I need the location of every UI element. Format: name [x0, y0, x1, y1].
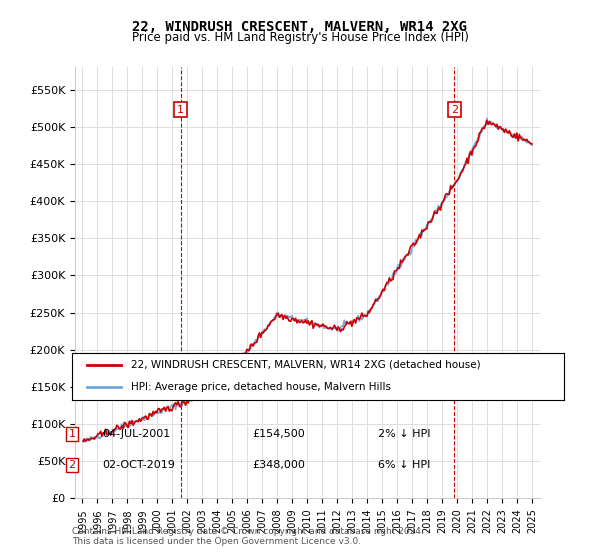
- Text: 2: 2: [451, 105, 458, 115]
- Text: 1: 1: [177, 105, 184, 115]
- Text: £348,000: £348,000: [252, 460, 305, 470]
- Text: 22, WINDRUSH CRESCENT, MALVERN, WR14 2XG (detached house): 22, WINDRUSH CRESCENT, MALVERN, WR14 2XG…: [131, 360, 481, 370]
- Text: 2: 2: [68, 460, 76, 470]
- Text: 1: 1: [68, 429, 76, 439]
- Text: 22, WINDRUSH CRESCENT, MALVERN, WR14 2XG: 22, WINDRUSH CRESCENT, MALVERN, WR14 2XG: [133, 20, 467, 34]
- Text: 6% ↓ HPI: 6% ↓ HPI: [378, 460, 430, 470]
- Text: Price paid vs. HM Land Registry's House Price Index (HPI): Price paid vs. HM Land Registry's House …: [131, 31, 469, 44]
- Text: £154,500: £154,500: [252, 429, 305, 439]
- Text: Contains HM Land Registry data © Crown copyright and database right 2024.
This d: Contains HM Land Registry data © Crown c…: [72, 526, 424, 546]
- Text: 04-JUL-2001: 04-JUL-2001: [102, 429, 170, 439]
- Text: 2% ↓ HPI: 2% ↓ HPI: [378, 429, 431, 439]
- Text: HPI: Average price, detached house, Malvern Hills: HPI: Average price, detached house, Malv…: [131, 382, 391, 392]
- Text: 02-OCT-2019: 02-OCT-2019: [102, 460, 175, 470]
